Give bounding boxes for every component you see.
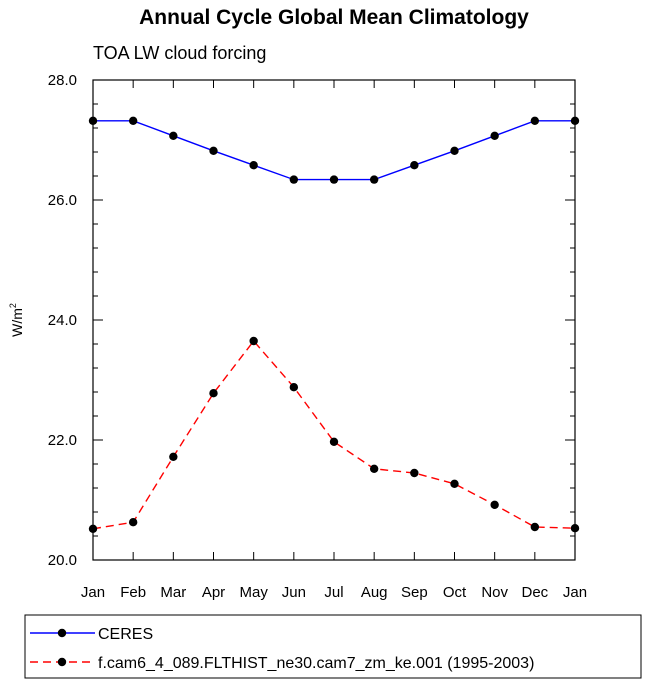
series-1-point (289, 175, 299, 184)
x-tick-label: Feb (120, 584, 146, 601)
x-tick-label: Sep (401, 584, 428, 601)
x-tick-label: Mar (160, 584, 186, 601)
legend-label-2: f.cam6_4_089.FLTHIST_ne30.cam7_zm_ke.001… (98, 655, 534, 672)
series-1-point (450, 146, 459, 155)
series-1-point (530, 116, 540, 126)
series-2-point (209, 389, 218, 398)
series-1-point (490, 131, 499, 140)
y-tick-label: 22.0 (48, 432, 77, 449)
legend-marker-2 (57, 657, 67, 667)
x-axis-ticks: Jan Feb Mar Apr May Jun Jul Aug Sep Oct Nov Dec Jan (81, 80, 587, 601)
y-axis-label: W/m2 (8, 303, 25, 337)
legend-label-1: CERES (98, 626, 153, 643)
series-2-point (530, 522, 540, 532)
series-2-point (450, 479, 459, 488)
series-2-point (570, 524, 580, 533)
plot-axes (92, 79, 576, 561)
series-1-point (329, 175, 339, 184)
y-axis-label-superscript: 2 (8, 303, 18, 308)
series-1-point (410, 161, 419, 170)
y-tick-label: 24.0 (48, 312, 77, 329)
series-line-1 (93, 120, 575, 181)
series-1-point (169, 131, 178, 140)
series-2-point (249, 336, 258, 346)
series-2-point (289, 383, 299, 392)
svg-text:W/m2: W/m2 (8, 303, 25, 337)
legend: CERES f.cam6_4_089.FLTHIST_ne30.cam7_zm_k… (30, 626, 534, 672)
x-tick-label: Dec (521, 584, 548, 601)
y-tick-label: 20.0 (48, 552, 77, 569)
chart-title: Annual Cycle Global Mean Climatology (139, 6, 529, 29)
x-tick-label: Jul (324, 584, 343, 601)
plot-frame (92, 79, 576, 561)
y-axis-ticks: 20.0 22.0 24.0 26.0 28.0 (48, 72, 575, 569)
x-tick-label: Jan (563, 584, 587, 601)
series-1-point (249, 161, 258, 170)
chart-subtitle: TOA LW cloud forcing (93, 43, 266, 63)
x-tick-label: Nov (481, 584, 508, 601)
y-axis-label-text: W/m (9, 308, 25, 337)
series-2-point (169, 452, 178, 461)
x-tick-label: Apr (202, 584, 225, 601)
series-2-point (369, 464, 379, 473)
series-layer (88, 116, 580, 533)
x-tick-label: May (239, 584, 268, 601)
legend-box (24, 614, 642, 679)
series-2-point (410, 468, 419, 478)
x-tick-label: Oct (443, 584, 467, 601)
x-tick-label: Jun (282, 584, 306, 601)
series-2-point (329, 437, 339, 446)
legend-marker-1 (57, 628, 67, 638)
series-2-point (128, 518, 138, 527)
series-1-point (369, 175, 379, 184)
series-1-point (128, 116, 138, 126)
y-tick-label: 26.0 (48, 192, 77, 209)
series-1-point (209, 146, 218, 155)
series-line-2 (92, 339, 576, 530)
y-tick-label: 28.0 (48, 72, 77, 89)
x-tick-label: Jan (81, 584, 105, 601)
series-1-point (570, 116, 580, 126)
series-2-point (88, 524, 98, 533)
series-1-point (88, 116, 98, 126)
x-tick-label: Aug (361, 584, 388, 601)
series-2-point (490, 500, 499, 509)
